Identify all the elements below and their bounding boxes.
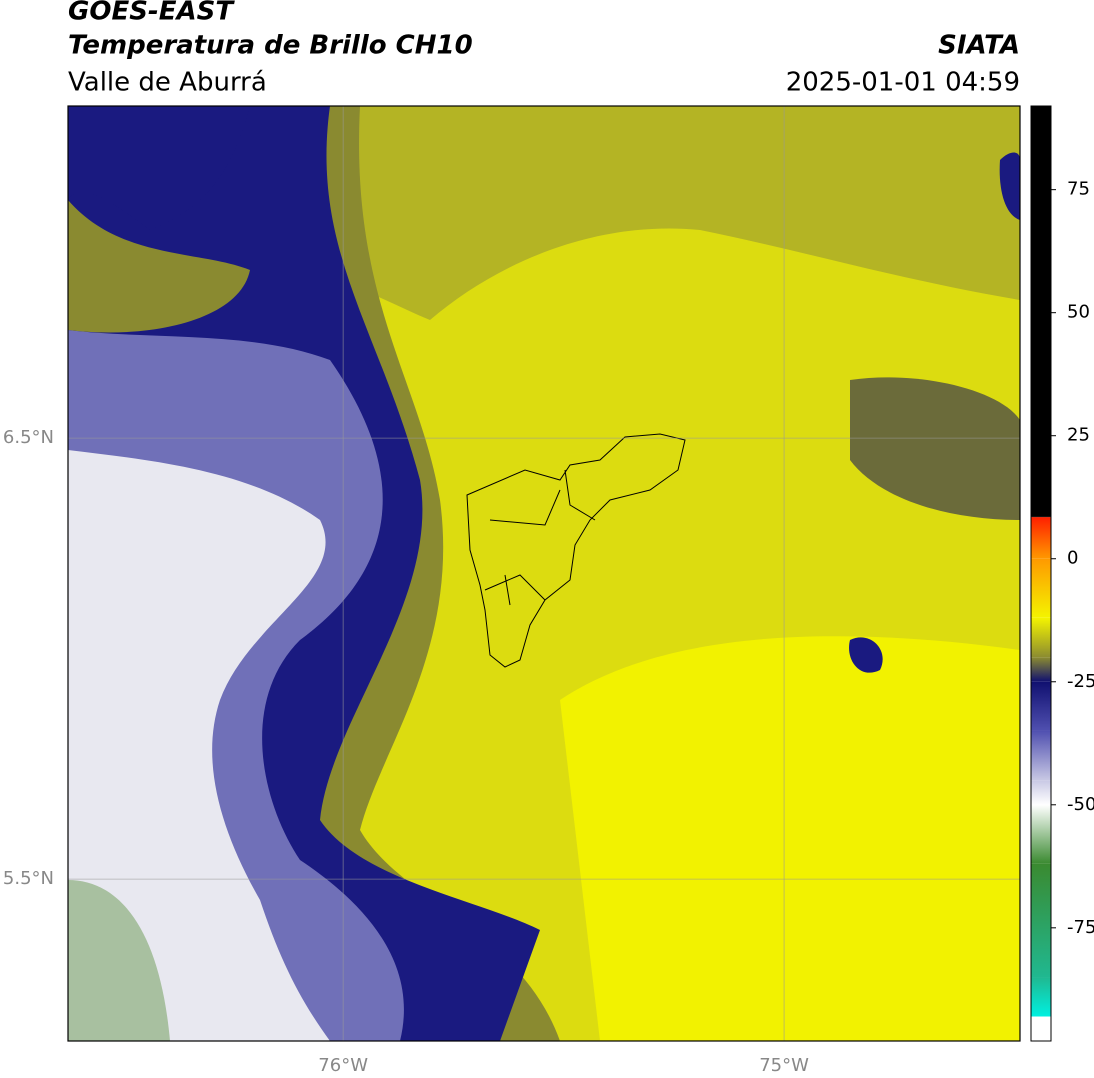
colorbar-segment (1031, 863, 1051, 978)
colorbar-tick-label: 50 (1067, 302, 1090, 323)
y-tick-label: 6.5°N (3, 427, 54, 448)
colorbar-segment (1031, 657, 1051, 682)
colorbar-segment (1031, 1016, 1051, 1017)
colorbar-segment (1031, 617, 1051, 658)
datetime: 2025-01-01 04:59 (786, 68, 1020, 98)
colorbar-segment (1031, 558, 1051, 618)
region: Valle de Aburrá (68, 68, 267, 98)
colorbar-tick-label: -25 (1067, 671, 1094, 692)
colorbar-tick-label: -50 (1067, 794, 1094, 815)
y-tick-label: 5.5°N (3, 868, 54, 889)
colorbar-tick-label: 75 (1067, 179, 1090, 200)
satellite-image (68, 106, 1020, 1041)
colorbar-segment (1031, 977, 1051, 1017)
colorbar-tick-label: 25 (1067, 425, 1090, 446)
subtitle: Temperatura de Brillo CH10 (68, 31, 473, 61)
colorbar-segment (1031, 517, 1051, 559)
x-tick-label: 76°W (318, 1055, 368, 1076)
colorbar-segment (1031, 1016, 1051, 1041)
colorbar-segment (1031, 681, 1051, 731)
colorbar-segment (1031, 804, 1051, 864)
colorbar-segment (1031, 516, 1051, 518)
title: GOES-EAST (68, 0, 235, 27)
colorbar-tick-label: 0 (1067, 548, 1078, 569)
colorbar-tick-label: -75 (1067, 917, 1094, 938)
colorbar-frame (1030, 105, 1052, 1042)
colorbar-segment (1031, 730, 1051, 781)
x-tick-label: 75°W (759, 1055, 809, 1076)
source: SIATA (938, 31, 1020, 61)
colorbar-segment (1031, 106, 1051, 517)
map-frame (67, 105, 1021, 1042)
colorbar-segment (1031, 780, 1051, 805)
